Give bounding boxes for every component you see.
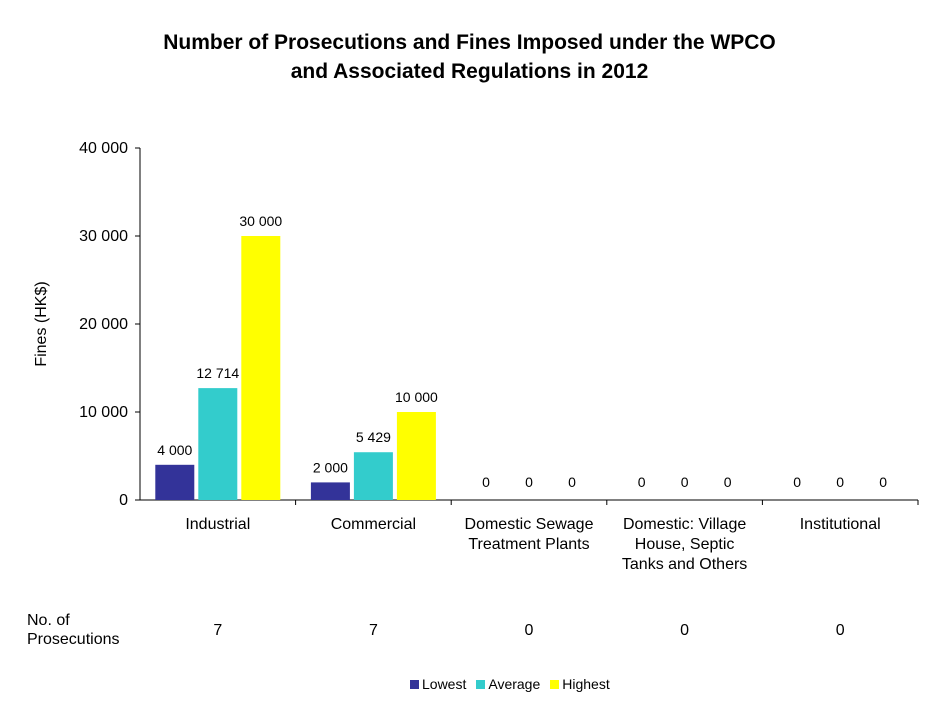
y-tick-label: 10 000: [79, 404, 128, 421]
prosecutions-value: 7: [368, 622, 378, 639]
prosecutions-value: 0: [524, 622, 534, 639]
prosecutions-value: 7: [213, 622, 223, 639]
data-label: 0: [681, 474, 689, 490]
bar-lowest: [310, 482, 350, 500]
data-label: 12 714: [196, 365, 239, 381]
data-label: 2 000: [313, 459, 348, 475]
y-tick-label: 20 000: [79, 316, 128, 333]
legend-swatch: [550, 679, 560, 689]
legend-item-highest: Highest: [550, 676, 610, 692]
prosecutions-label-line-1: No. of: [27, 612, 70, 629]
data-label: 0: [724, 474, 732, 490]
data-label: 30 000: [239, 213, 282, 229]
data-label: 0: [793, 474, 801, 490]
x-tick-label: Tanks and Others: [622, 556, 747, 573]
data-label: 10 000: [395, 389, 438, 405]
prosecutions-label: No. of Prosecutions: [27, 611, 120, 649]
bar-highest: [241, 236, 281, 500]
chart-title: Number of Prosecutions and Fines Imposed…: [0, 28, 939, 86]
bar-lowest: [155, 464, 195, 500]
x-tick-label: Domestic: Village: [623, 516, 746, 533]
legend-swatch: [410, 679, 419, 689]
x-tick-label: Domestic Sewage: [465, 516, 594, 533]
prosecutions-value: 0: [680, 622, 690, 639]
y-tick-label: 30 000: [79, 228, 128, 245]
title-line-1: Number of Prosecutions and Fines Imposed…: [163, 31, 776, 54]
y-tick-label: 0: [119, 492, 128, 509]
legend-label: Average: [488, 676, 541, 692]
x-tick-label: Treatment Plants: [468, 536, 589, 553]
data-label: 0: [482, 474, 490, 490]
y-axis-label: Fines (HK$): [33, 281, 50, 366]
x-tick-label: House, Septic: [635, 536, 735, 553]
legend-swatch: [476, 679, 486, 689]
title-line-2: and Associated Regulations in 2012: [290, 60, 649, 83]
x-tick-label: Institutional: [800, 516, 881, 533]
legend: Lowest Average Highest: [410, 676, 610, 692]
data-label: 0: [638, 474, 646, 490]
data-label: 0: [836, 474, 844, 490]
data-label: 0: [568, 474, 576, 490]
prosecutions-value: 0: [835, 622, 845, 639]
legend-item-average: Average: [476, 676, 540, 692]
prosecutions-label-line-2: Prosecutions: [27, 631, 120, 648]
legend-item-lowest: Lowest: [410, 676, 466, 692]
data-label: 4 000: [157, 442, 192, 458]
data-label: 0: [525, 474, 533, 490]
x-tick-label: Industrial: [185, 516, 250, 533]
data-label: 0: [879, 474, 887, 490]
legend-label: Lowest: [422, 676, 467, 692]
bar-average: [353, 452, 393, 500]
data-label: 5 429: [356, 429, 391, 445]
x-tick-label: Commercial: [331, 516, 416, 533]
bar-highest: [396, 412, 436, 500]
y-tick-label: 40 000: [79, 140, 128, 157]
bar-average: [198, 388, 238, 500]
legend-label: Highest: [562, 676, 610, 692]
